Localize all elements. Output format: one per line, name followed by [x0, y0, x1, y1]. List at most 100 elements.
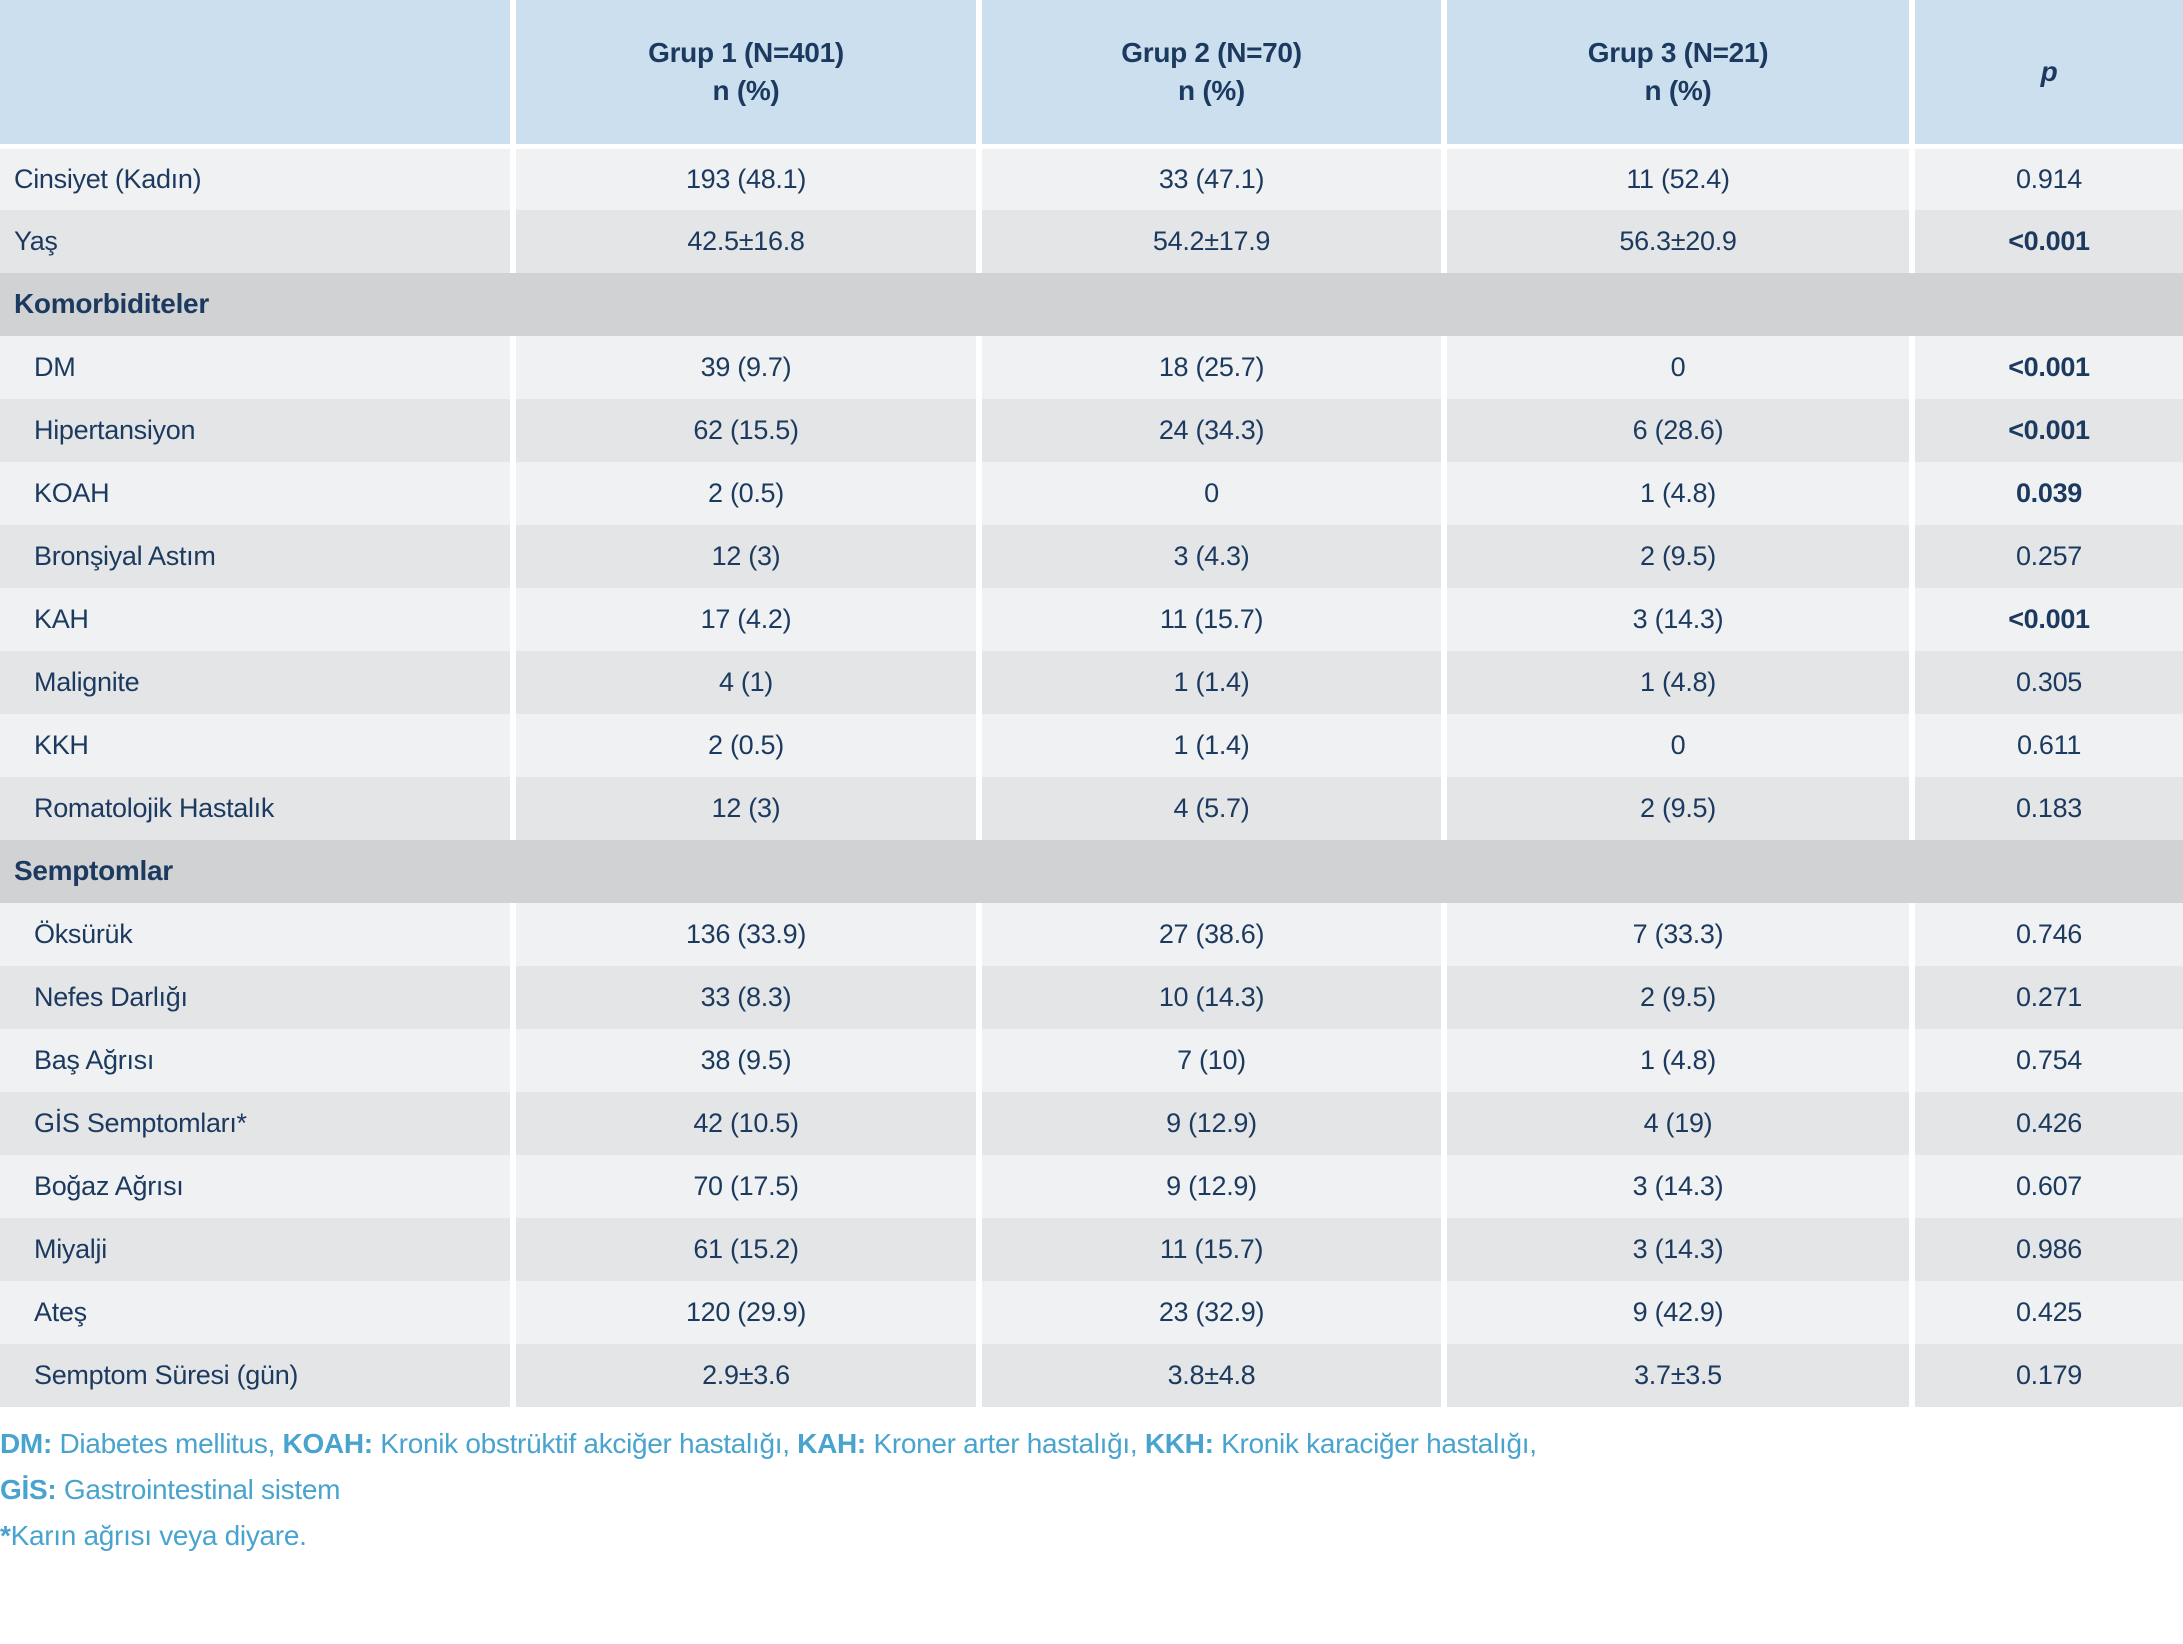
cell-g1: 42.5±16.8 — [510, 209, 979, 273]
row-label: Miyalji — [0, 1217, 513, 1281]
header-group1-title: Grup 1 (N=401) — [648, 37, 844, 68]
cell-p-value: 0.611 — [1909, 713, 2183, 777]
header-p-label: p — [2040, 56, 2058, 87]
cell-p-value: 0.305 — [1909, 650, 2183, 714]
footnotes: DM: Diabetes mellitus, KOAH: Kronik obst… — [0, 1421, 2183, 1559]
cell-g2: 9 (12.9) — [976, 1091, 1444, 1155]
footnote-abbrev: KAH: — [797, 1427, 866, 1459]
row-label: Malignite — [0, 650, 513, 714]
table-row: Nefes Darlığı 33 (8.3) 10 (14.3) 2 (9.5) 0.2… — [0, 965, 2183, 1029]
row-label: Öksürük — [0, 902, 513, 966]
footnote-text: Karın ağrısı veya diyare. — [10, 1519, 307, 1551]
cell-g2: 10 (14.3) — [976, 965, 1444, 1029]
header-group2-title: Grup 2 (N=70) — [1121, 37, 1302, 68]
footnote-line: *Karın ağrısı veya diyare. — [0, 1513, 2183, 1559]
cell-p-value: <0.001 — [1909, 398, 2183, 462]
cell-g2: 27 (38.6) — [976, 902, 1444, 966]
header-empty-cell — [0, 0, 513, 147]
cell-g2: 24 (34.3) — [976, 398, 1444, 462]
cell-p-value: 0.607 — [1909, 1154, 2183, 1218]
cell-g2: 54.2±17.9 — [976, 209, 1444, 273]
header-group2: Grup 2 (N=70) n (%) — [976, 0, 1444, 147]
cell-p-value: <0.001 — [1909, 335, 2183, 399]
footnote-abbrev: DM: — [0, 1427, 52, 1459]
cell-g1: 61 (15.2) — [510, 1217, 979, 1281]
header-group1: Grup 1 (N=401) n (%) — [510, 0, 979, 147]
cell-p-value: <0.001 — [1909, 209, 2183, 273]
cell-p-value: 0.271 — [1909, 965, 2183, 1029]
row-label: Ateş — [0, 1280, 513, 1344]
footnote-text: Kroner arter hastalığı, — [865, 1427, 1145, 1459]
cell-g2: 18 (25.7) — [976, 335, 1444, 399]
row-label: Hipertansiyon — [0, 398, 513, 462]
cell-g3: 7 (33.3) — [1441, 902, 1912, 966]
cell-g3: 1 (4.8) — [1441, 1028, 1912, 1092]
cell-g3: 2 (9.5) — [1441, 776, 1912, 840]
cell-g1: 12 (3) — [510, 524, 979, 588]
cell-p-value: 0.039 — [1909, 461, 2183, 525]
cell-p-value: 0.746 — [1909, 902, 2183, 966]
table-row: Baş Ağrısı 38 (9.5) 7 (10) 1 (4.8) 0.754 — [0, 1028, 2183, 1092]
header-group3-subtitle: n (%) — [1644, 75, 1712, 106]
cell-g3: 6 (28.6) — [1441, 398, 1912, 462]
table-header: Grup 1 (N=401) n (%) Grup 2 (N=70) n (%)… — [0, 0, 2183, 147]
table-row: KOAH 2 (0.5) 0 1 (4.8) 0.039 — [0, 461, 2183, 525]
footnote-text: Kronik karaciğer hastalığı, — [1213, 1427, 1537, 1459]
footnote-abbrev: * — [0, 1519, 11, 1551]
row-label: Baş Ağrısı — [0, 1028, 513, 1092]
cell-g2: 0 — [976, 461, 1444, 525]
row-label: Bronşiyal Astım — [0, 524, 513, 588]
cell-g2: 11 (15.7) — [976, 1217, 1444, 1281]
cell-p-value: 0.425 — [1909, 1280, 2183, 1344]
cell-p-value: 0.179 — [1909, 1343, 2183, 1407]
cell-g3: 2 (9.5) — [1441, 965, 1912, 1029]
header-group2-subtitle: n (%) — [1178, 75, 1245, 106]
cell-g2: 11 (15.7) — [976, 587, 1444, 651]
cell-g3: 1 (4.8) — [1441, 461, 1912, 525]
cell-g1: 33 (8.3) — [510, 965, 979, 1029]
cell-p-value: <0.001 — [1909, 587, 2183, 651]
cell-g2: 9 (12.9) — [976, 1154, 1444, 1218]
cell-p-value: 0.914 — [1909, 144, 2183, 210]
cell-p-value: 0.183 — [1909, 776, 2183, 840]
cell-g1: 39 (9.7) — [510, 335, 979, 399]
cell-g1: 17 (4.2) — [510, 587, 979, 651]
cell-g2: 1 (1.4) — [976, 650, 1444, 714]
section-label: Komorbiditeler — [0, 272, 2183, 336]
cell-g1: 2 (0.5) — [510, 713, 979, 777]
table-row: Öksürük 136 (33.9) 27 (38.6) 7 (33.3) 0.746 — [0, 902, 2183, 966]
section-row: Semptomlar — [0, 839, 2183, 903]
footnote-abbrev: KKH: — [1144, 1427, 1214, 1459]
table-row: Cinsiyet (Kadın) 193 (48.1) 33 (47.1) 11 (5… — [0, 144, 2183, 210]
cell-g2: 3 (4.3) — [976, 524, 1444, 588]
cell-g3: 9 (42.9) — [1441, 1280, 1912, 1344]
footnote-abbrev: KOAH: — [282, 1427, 374, 1459]
table-row: Malignite 4 (1) 1 (1.4) 1 (4.8) 0.305 — [0, 650, 2183, 714]
cell-g3: 0 — [1441, 713, 1912, 777]
cell-p-value: 0.426 — [1909, 1091, 2183, 1155]
table-row: Semptom Süresi (gün) 2.9±3.6 3.8±4.8 3.7±3.… — [0, 1343, 2183, 1407]
comparison-table: Grup 1 (N=401) n (%) Grup 2 (N=70) n (%)… — [0, 0, 2183, 1407]
section-row: Komorbiditeler — [0, 272, 2183, 336]
row-label: GİS Semptomları* — [0, 1091, 513, 1155]
header-row: Grup 1 (N=401) n (%) Grup 2 (N=70) n (%)… — [0, 0, 2183, 147]
cell-g1: 136 (33.9) — [510, 902, 979, 966]
header-group1-subtitle: n (%) — [712, 75, 780, 106]
table-row: KKH 2 (0.5) 1 (1.4) 0 0.611 — [0, 713, 2183, 777]
row-label: Boğaz Ağrısı — [0, 1154, 513, 1218]
header-group3-title: Grup 3 (N=21) — [1587, 37, 1769, 68]
table-row: Bronşiyal Astım 12 (3) 3 (4.3) 2 (9.5) 0.257 — [0, 524, 2183, 588]
table-row: GİS Semptomları* 42 (10.5) 9 (12.9) 4 (19) 0… — [0, 1091, 2183, 1155]
cell-g2: 33 (47.1) — [976, 144, 1444, 210]
cell-g3: 3 (14.3) — [1441, 1217, 1912, 1281]
row-label: KKH — [0, 713, 513, 777]
table-row: DM 39 (9.7) 18 (25.7) 0 <0.001 — [0, 335, 2183, 399]
cell-g1: 42 (10.5) — [510, 1091, 979, 1155]
cell-g3: 0 — [1441, 335, 1912, 399]
cell-g1: 2.9±3.6 — [510, 1343, 979, 1407]
row-label: Semptom Süresi (gün) — [0, 1343, 513, 1407]
cell-g2: 3.8±4.8 — [976, 1343, 1444, 1407]
table-body: Cinsiyet (Kadın) 193 (48.1) 33 (47.1) 11 (5… — [0, 144, 2183, 1407]
cell-p-value: 0.986 — [1909, 1217, 2183, 1281]
cell-p-value: 0.257 — [1909, 524, 2183, 588]
